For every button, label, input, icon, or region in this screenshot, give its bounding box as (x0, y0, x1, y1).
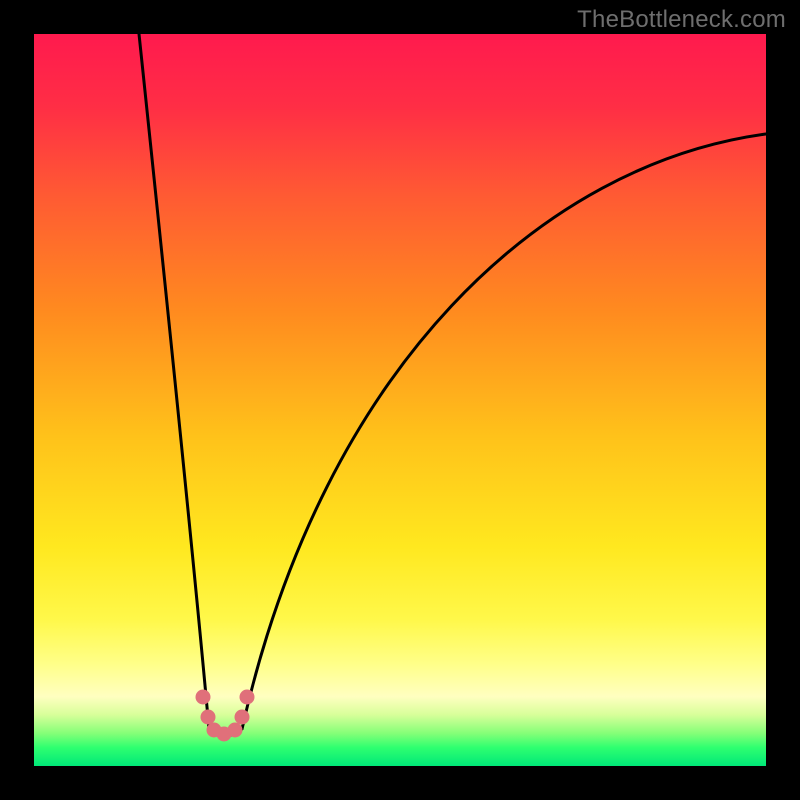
highlight-dot (235, 710, 250, 725)
plot-area (34, 34, 766, 766)
watermark-text: TheBottleneck.com (577, 6, 786, 34)
curve-layer (34, 34, 766, 766)
highlight-dot (240, 690, 255, 705)
highlight-dot (201, 710, 216, 725)
plot-frame (0, 0, 800, 800)
highlight-dot (196, 690, 211, 705)
highlight-dots (196, 690, 255, 742)
bottleneck-curve (139, 34, 766, 736)
highlight-dot (228, 723, 243, 738)
